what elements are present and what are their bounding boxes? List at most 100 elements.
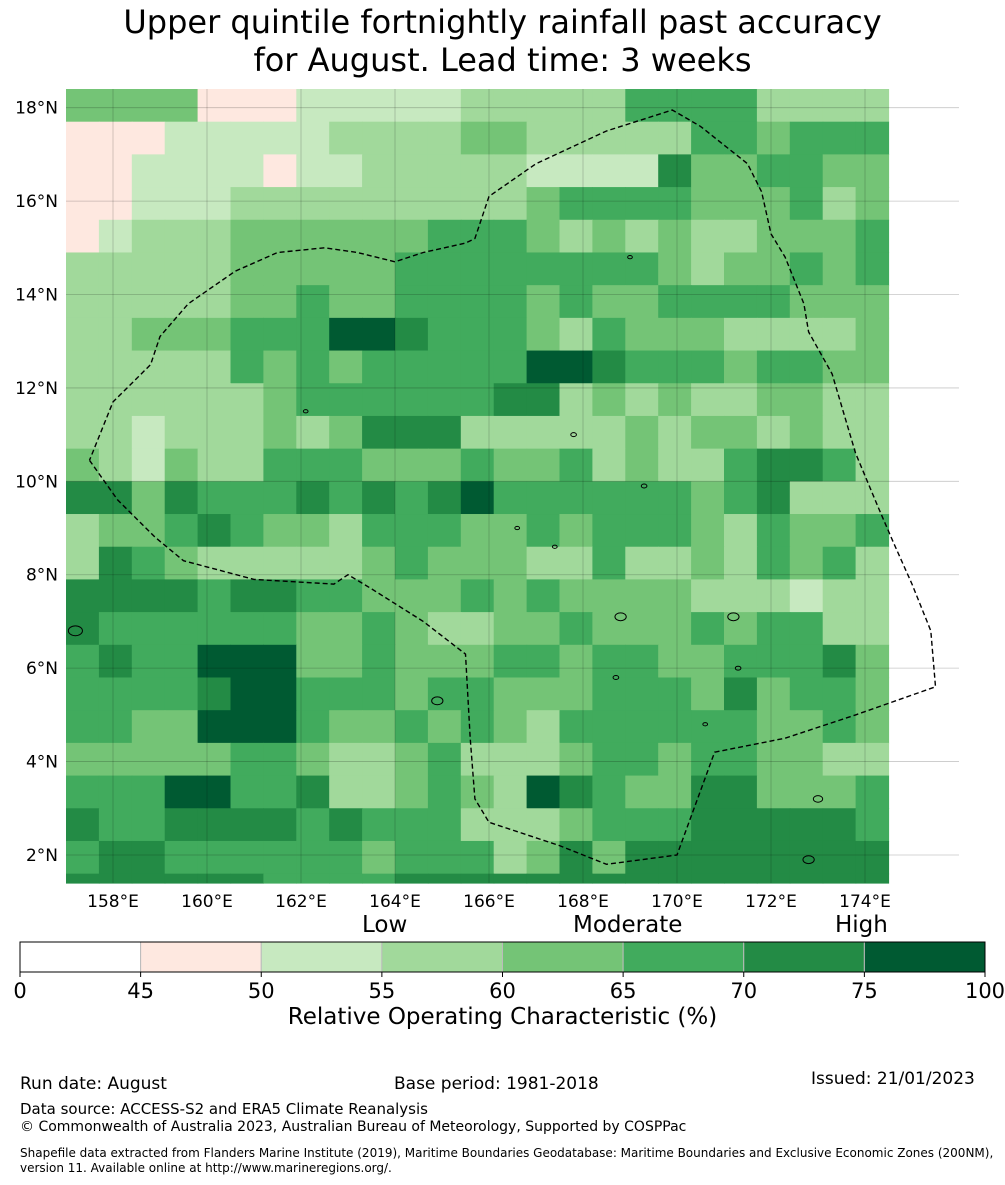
grid-cell — [822, 154, 857, 188]
grid-cell — [197, 873, 232, 884]
latitude-tick-labels: 18°N 16°N 14°N 12°N 10°N 8°N 6°N 4°N 2°N — [15, 99, 58, 866]
grid-cell — [658, 89, 692, 123]
grid-cell — [66, 481, 100, 515]
grid-cell — [625, 317, 659, 352]
grid-cell — [362, 612, 396, 646]
grid-cell — [691, 579, 725, 613]
grid-cell — [131, 154, 166, 188]
grid-cell — [362, 481, 396, 515]
grid-cell — [789, 514, 824, 548]
grid-cell — [395, 285, 429, 319]
grid-cell — [625, 448, 659, 482]
grid-cell — [822, 677, 857, 711]
grid-cell — [559, 317, 593, 352]
grid-cell — [98, 415, 133, 450]
grid-cell — [460, 121, 495, 155]
grid-cell — [756, 775, 791, 809]
grid-cell — [559, 710, 593, 744]
grid-cell — [559, 644, 593, 679]
grid-cell — [329, 285, 363, 319]
grid-cell — [197, 644, 232, 679]
grid-cell — [197, 546, 232, 581]
grid-cell — [559, 677, 593, 711]
grid-cell — [329, 415, 363, 450]
grid-cell — [625, 873, 659, 884]
grid-cell — [197, 448, 232, 482]
grid-cell — [526, 677, 561, 711]
grid-cell — [98, 808, 133, 842]
grid-cell — [197, 808, 232, 842]
grid-cell — [559, 546, 593, 581]
colorbar-category-low: Low — [362, 912, 408, 938]
grid-cell — [427, 121, 462, 155]
grid-cell — [855, 154, 890, 188]
grid-cell — [822, 481, 857, 515]
grid-cell — [559, 808, 593, 842]
grid-cell — [427, 840, 462, 875]
grid-cell — [493, 219, 528, 254]
grid-cell — [395, 481, 429, 515]
grid-cell — [263, 252, 297, 286]
island-outline — [612, 675, 620, 680]
grid-cell — [526, 383, 561, 417]
grid-cell — [66, 317, 100, 352]
grid-cell — [395, 514, 429, 548]
grid-cell — [395, 219, 429, 254]
grid-cell — [592, 350, 626, 384]
grid-cell — [131, 121, 166, 155]
grid-cell — [395, 89, 429, 123]
grid-cell — [230, 448, 264, 482]
grid-cell — [789, 579, 824, 613]
grid-cell — [230, 383, 264, 417]
issued-date: Issued: 21/01/2023 — [811, 1069, 975, 1089]
grid-cell — [822, 644, 857, 679]
grid-cell — [362, 514, 396, 548]
grid-cell — [658, 546, 692, 581]
grid-cell — [98, 121, 133, 155]
grid-cell — [724, 873, 758, 884]
grid-cell — [855, 383, 890, 417]
grid-cell — [263, 775, 297, 809]
grid-cell — [691, 219, 725, 254]
grid-cell — [460, 383, 495, 417]
grid-cell — [66, 121, 100, 155]
grid-cell — [66, 383, 100, 417]
grid-cell — [855, 252, 890, 286]
grid-cell — [66, 514, 100, 548]
grid-cell — [98, 448, 133, 482]
grid-cell — [427, 317, 462, 352]
grid-cell — [724, 415, 758, 450]
grid-cell — [263, 710, 297, 744]
grid-cell — [658, 514, 692, 548]
colorbar-category-high: High — [835, 912, 888, 938]
grid-cell — [789, 219, 824, 254]
grid-cell — [98, 219, 133, 254]
grid-cell — [164, 415, 199, 450]
island-outline — [812, 795, 824, 803]
island-outline — [551, 544, 558, 549]
grid-cell — [98, 840, 133, 875]
grid-cell — [756, 89, 791, 123]
grid-cell — [822, 546, 857, 581]
grid-cell — [164, 808, 199, 842]
grid-cell — [592, 317, 626, 352]
grid-cell — [329, 89, 363, 123]
grid-cell — [493, 710, 528, 744]
chart-title-line-1: Upper quintile fortnightly rainfall past… — [123, 3, 882, 41]
grid-cell — [724, 579, 758, 613]
grid-cell — [460, 546, 495, 581]
grid-cell — [427, 285, 462, 319]
grid-cell — [756, 219, 791, 254]
grid-cell — [756, 579, 791, 613]
grid-cell — [658, 285, 692, 319]
grid-cell — [66, 546, 100, 581]
grid-cell — [131, 677, 166, 711]
grid-cell — [691, 612, 725, 646]
grid-cell — [460, 187, 495, 221]
grid-cell — [263, 612, 297, 646]
grid-cell — [658, 121, 692, 155]
grid-cell — [493, 89, 528, 123]
grid-cell — [592, 840, 626, 875]
grid-cell — [658, 677, 692, 711]
grid-cell — [164, 121, 199, 155]
